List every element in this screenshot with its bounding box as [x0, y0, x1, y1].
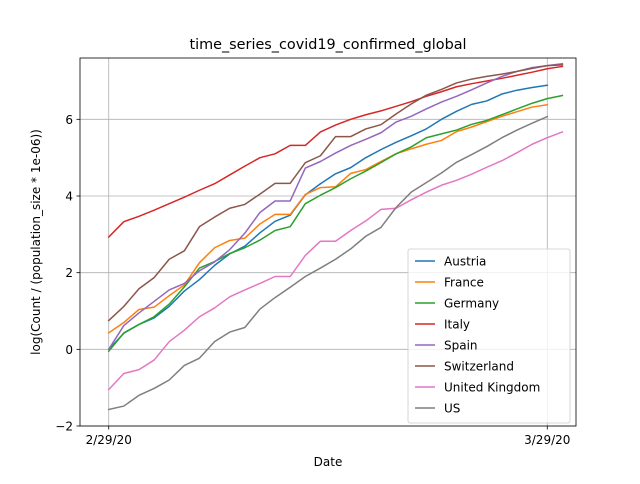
legend-box — [407, 248, 571, 424]
y-tick-label: 2 — [65, 266, 73, 280]
series-line-united-kingdom — [107, 131, 564, 391]
x-tick-label: 3/29/20 — [524, 433, 570, 447]
y-tick-label: 4 — [65, 190, 73, 204]
series-line-us — [107, 115, 549, 411]
legend-label-italy: Italy — [444, 318, 470, 332]
series-lines — [107, 62, 564, 411]
y-tick-label: 6 — [65, 113, 73, 127]
series-line-switzerland — [107, 64, 564, 322]
series-line-france — [107, 103, 549, 334]
series-line-italy — [107, 65, 564, 239]
legend-label-us: US — [444, 402, 460, 416]
legend-label-austria: Austria — [444, 255, 486, 269]
x-tick-label: 2/29/20 — [86, 433, 132, 447]
y-axis-label: log(Count / (population_size * 1e-06)) — [29, 129, 43, 355]
legend-label-united-kingdom: United Kingdom — [444, 381, 540, 395]
axes: −2 0 2 4 6 2/29/20 3/29/20 — [55, 57, 577, 447]
y-tick-label: 0 — [65, 343, 73, 357]
legend: Austria France Germany Italy Spain Switzerlan… — [407, 248, 571, 424]
legend-label-switzerland: Switzerland — [444, 360, 514, 374]
series-line-spain — [107, 62, 564, 351]
chart-title: time_series_covid19_confirmed_global — [189, 37, 466, 53]
plot-frame — [79, 57, 577, 427]
series-line-austria — [107, 84, 549, 351]
y-tick-label: −2 — [55, 420, 73, 434]
series-line-germany — [107, 94, 564, 353]
x-axis-label: Date — [314, 455, 343, 469]
legend-label-germany: Germany — [444, 297, 499, 311]
legend-label-france: France — [444, 276, 484, 290]
legend-label-spain: Spain — [444, 339, 478, 353]
